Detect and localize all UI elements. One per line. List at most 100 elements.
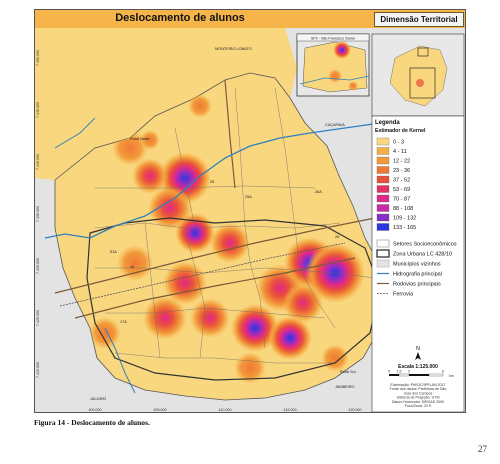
legend-class-label: 0 - 3 [393,140,404,146]
grid-label-left: 7.440.000 [36,154,40,170]
credit-line: Sistema de Projeção: UTM [397,396,440,400]
region-label: Rural Norte [130,137,149,141]
grid-label-bottom: 415.000 [284,408,297,412]
grid-label-bottom: 410.000 [219,408,232,412]
hotspot-kernel [140,130,160,150]
legend-class-label: 4 - 11 [393,149,407,155]
hotspot-kernel [234,352,266,384]
hotspot-kernel [283,283,323,323]
legend-symbol [376,239,390,248]
map-title: Deslocamento de alunos [115,12,245,24]
scale-title: Escala 1:125.000 [398,364,438,370]
credit-line: Datum Horizontal: SIRGAS 2000 [392,400,444,404]
hotspot-kernel [210,223,250,263]
railroad-line [59,242,346,307]
legend-title: Legenda [375,120,400,126]
legend-layer-label: Hidrografia principal [393,272,442,278]
legend-class-label: 133 - 165 [393,225,416,231]
legend-class-label: 23 - 36 [393,168,410,174]
hotspot-kernel [321,344,349,372]
grid-label-left: 7.445.000 [36,102,40,118]
roads-layer [54,79,376,319]
neighbor-label: JAMBEIRO [335,385,354,389]
dimension-badge: Dimensão Territorial [374,12,464,27]
bottom-grid-labels: 400.000 405.000 410.000 415.000 420.000 [89,408,362,412]
legend-class-label: 109 - 132 [393,216,416,222]
legend-layer-label: Municípios vizinhos [393,262,441,268]
legend-class-label: 37 - 52 [393,178,410,184]
legend-classes: 0 - 3 4 - 11 12 - 22 23 - 36 37 - 52 53 - 69 7… [376,137,416,231]
svg-text:1,5: 1,5 [397,370,402,374]
north-label: N [416,346,420,352]
legend-symbol [376,249,390,258]
scale-bar: 0 1,5 3 6 km [388,370,454,379]
legend-kernel-title: Estimador de Kernel [375,128,426,134]
legend-symbol [376,259,390,268]
page-number: 27 [478,444,487,454]
svg-text:6: 6 [442,370,444,374]
neighbor-label: JACAREÍ [90,397,107,401]
legend-swatch [376,137,390,146]
hotspot-kernel [89,317,121,349]
grid-label-left: 7.450.000 [36,50,40,66]
legend-swatch [376,147,390,155]
grid-label-left: 7.435.000 [36,206,40,222]
urban-zone-boundary [86,217,381,381]
region-label: Rural Sul [340,370,356,374]
river-tributary [104,327,136,394]
map-canvas: MONTEIRO LOBATO CAÇAPAVA JACAREÍ JAMBEIR… [35,28,465,412]
svg-text:3: 3 [408,370,410,374]
hotspot-kernel [268,316,312,360]
hotspot-kernel [231,304,279,352]
title-bar: Deslocamento de alunos Dimensão Territor… [35,10,465,29]
grid-label-bottom: 400.000 [89,408,102,412]
region-label: 51A [110,250,117,254]
legend-swatch [376,166,390,174]
left-grid-labels: 7.450.000 7.445.000 7.440.000 7.435.000 7.43… [36,50,40,378]
region-label: 26 [335,235,339,239]
legend-swatch [376,185,390,193]
river-north [54,117,96,149]
legend-swatch [376,213,390,222]
legend-swatch [376,204,390,212]
hotspot-kernel [143,296,187,340]
credit-line: Fonte dos dados: Prefeitura de São [390,387,447,391]
region-label: 16 [130,265,134,269]
legend-layer-label: Zona Urbana LC 428/10 [393,252,452,258]
map-frame: Deslocamento de alunos Dimensão Territor… [34,9,466,413]
hotspot-kernel [188,94,212,118]
legend-swatch [376,223,390,231]
region-label: 25A [245,195,252,199]
legend-layer-label: Setores Socioeconômicos [393,242,457,248]
region-label: 17A [120,320,127,324]
hotspot-kernel [175,213,215,253]
river-paraiba [44,122,381,239]
legend-class-label: 88 - 108 [393,206,413,212]
neighbor-label: MONTEIRO LOBATO [215,47,252,51]
region-label: 26A [315,190,322,194]
region-label: 25 [210,180,214,184]
sector-boundaries [94,87,376,364]
grid-label-bottom: 405.000 [154,408,167,412]
legend-swatch [376,156,390,165]
legend-class-label: 70 - 87 [393,197,410,203]
grid-label-left: 7.430.000 [36,258,40,274]
grid-label-left: 7.420.000 [36,362,40,378]
legend-layers: Setores Socioeconômicos Zona Urbana LC 42… [376,239,457,298]
svg-text:0: 0 [388,370,390,374]
locator-map [371,33,465,117]
legend-class-label: 53 - 69 [393,187,410,193]
legend-panel: Legenda Estimador de Kernel 0 - 3 4 - 11 1… [371,115,465,412]
north-arrow-icon [415,352,421,360]
neighbor-label: CAÇAPAVA [325,123,345,127]
figure-caption: Figura 14 - Deslocamento de alunos. [34,418,150,427]
inset-title: SFX - São Francisco Xavier [311,37,356,41]
hotspot-kernel [132,158,168,194]
north-region [35,28,297,180]
hotspot-kernel [190,298,230,338]
legend-swatch [376,175,390,184]
hotspot-kernel [117,245,153,281]
legend-swatch [376,194,390,203]
credit-line: Fuso/Zona: 23 K [405,404,432,408]
